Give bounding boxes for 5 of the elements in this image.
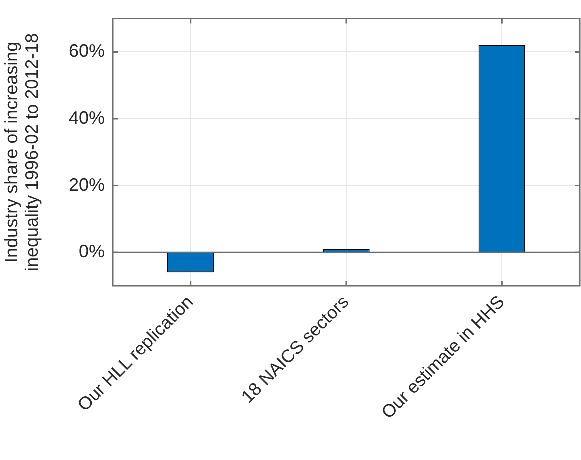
y-tick-label: 40% — [68, 108, 105, 128]
y-tick-label: 20% — [68, 174, 105, 195]
y-tick-label: 0% — [78, 242, 105, 262]
y-axis-title: Industry share of increasing inequality 1996-02 to 2012-18 — [1, 33, 42, 272]
y-tick-label: 60% — [68, 41, 105, 62]
